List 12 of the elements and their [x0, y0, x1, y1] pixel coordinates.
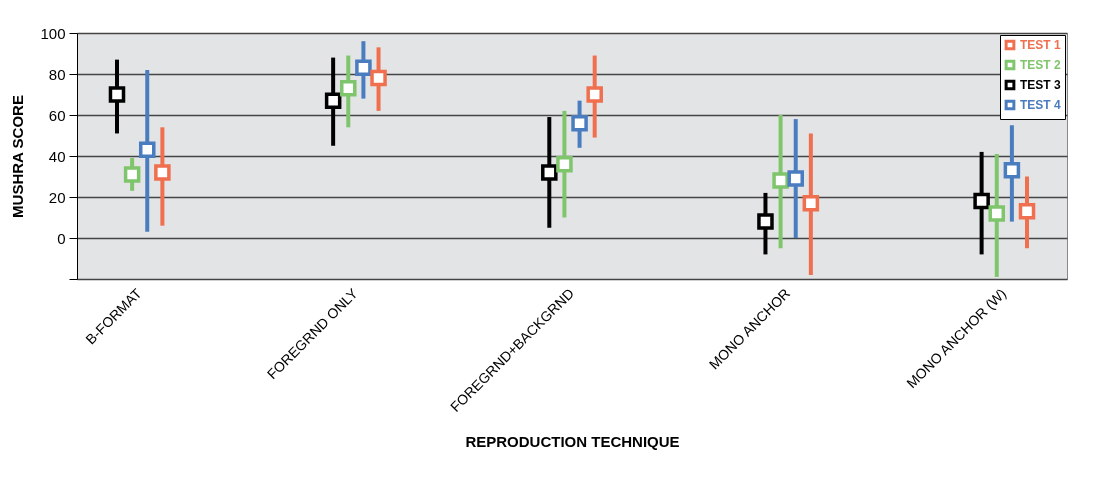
y-tick-label: 60: [48, 106, 66, 124]
y-tick-label: 100: [40, 24, 66, 42]
legend-label: TEST 1: [1020, 38, 1061, 52]
legend-label: TEST 2: [1020, 58, 1061, 72]
y-tick-label: 80: [48, 65, 66, 83]
y-tick-label: 40: [48, 147, 66, 165]
legend-label: TEST 4: [1020, 98, 1061, 112]
y-tick-label: 0: [57, 229, 66, 247]
y-axis-title: MUSHRA SCORE: [9, 95, 27, 218]
legend-label: TEST 3: [1020, 78, 1061, 92]
y-tick-label: 20: [48, 188, 66, 206]
x-axis-title: REPRODUCTION TECHNIQUE: [465, 432, 680, 450]
